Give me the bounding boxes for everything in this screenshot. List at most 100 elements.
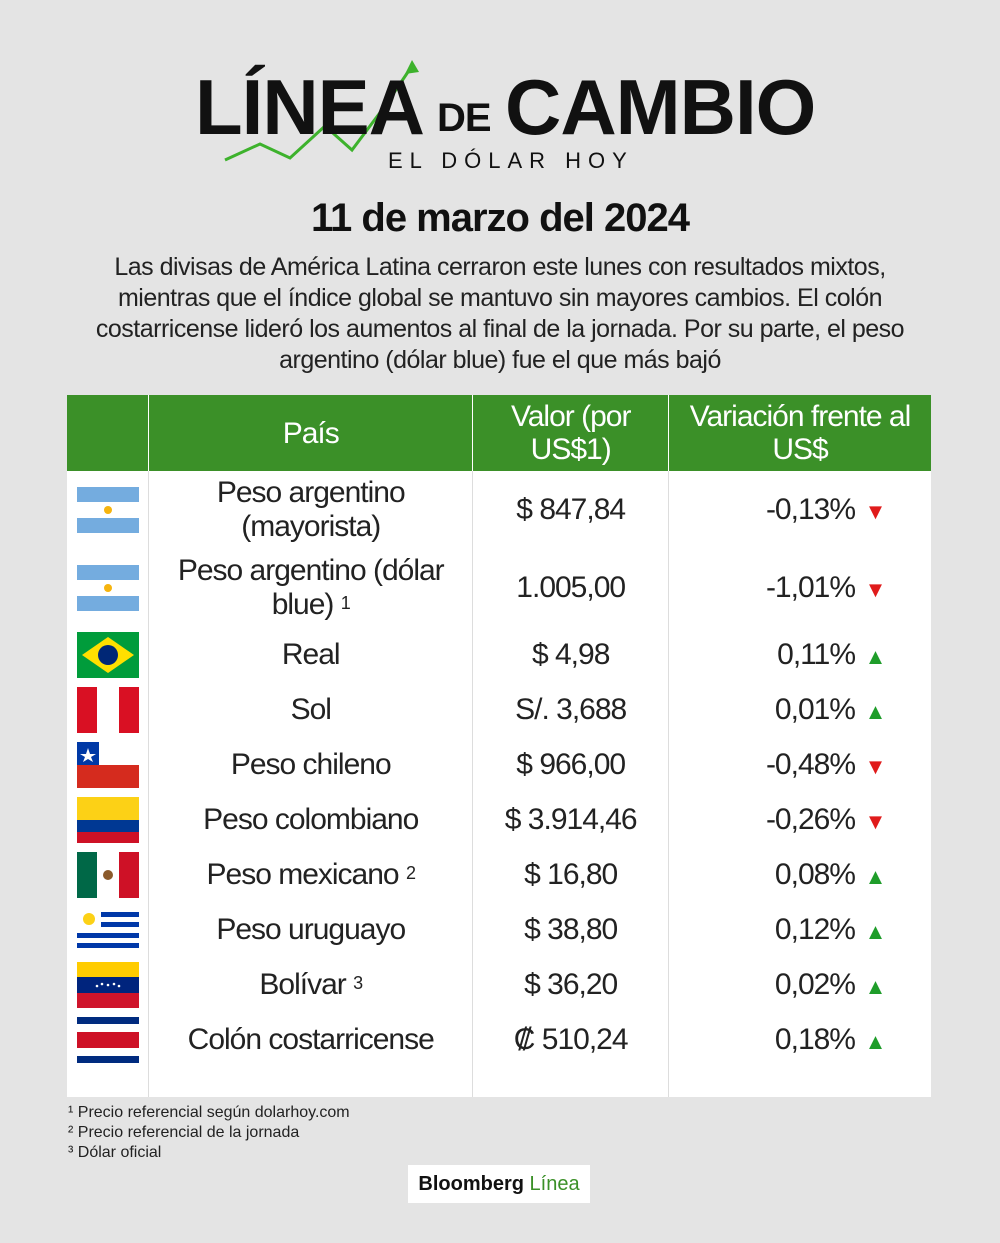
logo-word-de: DE	[437, 96, 492, 140]
table-row: Real $ 4,98 0,11% ▲	[67, 627, 931, 682]
logo-word-cambio: CAMBIO	[505, 63, 816, 151]
arrow-down-icon: ▼	[864, 499, 887, 524]
currency-name: Peso colombiano	[203, 802, 419, 836]
flag-cell	[67, 957, 149, 1012]
arrow-down-icon: ▼	[864, 577, 887, 602]
report-date: 11 de marzo del 2024	[310, 196, 690, 240]
uruguay-flag	[67, 906, 148, 953]
brand-main: Bloomberg	[418, 1173, 524, 1195]
flag-cell	[67, 471, 149, 549]
variation-value: 0,11%	[777, 637, 856, 671]
table-row: Bolívar 3 $ 36,20 0,02% ▲	[67, 957, 931, 1012]
arrow-down-icon: ▼	[864, 808, 887, 834]
currency-value: $ 4,98	[472, 627, 669, 682]
flag-column-header	[67, 395, 149, 471]
table-row: Peso argentino (mayorista) $ 847,84 -0,13…	[67, 471, 931, 549]
flag-cell	[67, 549, 149, 627]
variation-cell: 0,18% ▲	[668, 1012, 931, 1067]
table-row: Peso uruguayo $ 38,80 0,12% ▲	[67, 902, 931, 957]
arrow-up-icon: ▲	[864, 643, 887, 669]
header: LÍNEA DE CAMBIO EL DÓLAR HOY	[0, 0, 1000, 190]
currency-name-cell: Peso mexicano 2	[148, 847, 473, 902]
footnote-marker: 2	[405, 862, 416, 883]
filler-cell	[472, 1067, 669, 1097]
currency-value: ₡ 510,24	[472, 1012, 669, 1067]
currency-name-cell: Real	[148, 627, 473, 682]
footnote-marker: 3	[353, 972, 363, 993]
flag-cell	[67, 627, 149, 682]
variation-value: 0,02%	[774, 967, 856, 1001]
variation-value: -1,01%	[765, 571, 856, 604]
arrow-up-icon: ▲	[864, 1028, 887, 1054]
currency-value: $ 16,80	[472, 847, 669, 902]
variation-cell: -0,48% ▼	[668, 737, 931, 792]
currency-name-cell: Peso colombiano	[148, 792, 473, 847]
variation-value: -0,26%	[765, 802, 856, 836]
table-body: Peso argentino (mayorista) $ 847,84 -0,13…	[67, 471, 931, 1097]
variation-cell: 0,08% ▲	[668, 847, 931, 902]
arrow-up-icon: ▲	[864, 698, 887, 724]
brazil-flag	[67, 631, 148, 678]
bloomberg-linea-logo: Bloomberg Línea	[408, 1165, 590, 1203]
currency-name: Peso argentino (mayorista)	[216, 476, 406, 543]
table-row: Peso colombiano $ 3.914,46 -0,26% ▼	[67, 792, 931, 847]
variation-cell: -0,13% ▼	[668, 471, 931, 549]
currency-name-cell: Peso argentino (dólar blue) 1	[148, 549, 473, 627]
table-row: Colón costarricense ₡ 510,24 0,18% ▲	[67, 1012, 931, 1067]
flag-cell	[67, 792, 149, 847]
flag-cell	[67, 1012, 149, 1067]
arrow-down-icon: ▼	[864, 753, 887, 779]
currency-name-cell: Colón costarricense	[148, 1012, 473, 1067]
table-row: Sol S/. 3,688 0,01% ▲	[67, 682, 931, 737]
variation-cell: 0,11% ▲	[668, 627, 931, 682]
currency-name: Peso uruguayo	[216, 912, 406, 946]
logo-word-linea: LÍNEA	[195, 63, 425, 151]
currency-value: S/. 3,688	[472, 682, 669, 737]
currency-name: Peso chileno	[230, 747, 392, 781]
currency-name: Bolívar	[259, 967, 346, 1001]
footnote-3: ³ Dólar oficial	[68, 1144, 162, 1161]
currency-name-cell: Peso chileno	[148, 737, 473, 792]
currency-value: $ 36,20	[472, 957, 669, 1012]
currency-table: País Valor (por US$1) Variación frente a…	[67, 395, 931, 1097]
variation-value: 0,01%	[774, 692, 856, 726]
peru-flag	[67, 686, 148, 733]
currency-name: Sol	[290, 692, 332, 726]
currency-value: $ 38,80	[472, 902, 669, 957]
intro-paragraph: Las divisas de América Latina cerraron e…	[95, 253, 905, 374]
currency-value: $ 847,84	[472, 471, 669, 549]
currency-name: Real	[281, 637, 341, 671]
venezuela-flag	[67, 961, 148, 1008]
table-row: Peso mexicano 2 $ 16,80 0,08% ▲	[67, 847, 931, 902]
flag-cell	[67, 682, 149, 737]
arrow-up-icon: ▲	[864, 973, 887, 999]
arrow-up-icon: ▲	[864, 863, 887, 889]
chile-flag	[67, 741, 148, 788]
flag-cell	[67, 847, 149, 902]
trend-line-icon	[224, 60, 419, 162]
table-row: Peso argentino (dólar blue) 1 1.005,00 -1,…	[67, 549, 931, 627]
currency-value: $ 966,00	[472, 737, 669, 792]
argentina-flag	[67, 487, 148, 533]
linea-de-cambio-logo: LÍNEA DE CAMBIO EL DÓLAR HOY	[130, 52, 870, 192]
colombia-flag	[67, 796, 148, 843]
variation-value: 0,08%	[774, 857, 856, 891]
variation-cell: -0,26% ▼	[668, 792, 931, 847]
brand-accent: Línea	[529, 1173, 580, 1195]
currency-name: Colón costarricense	[187, 1022, 435, 1056]
filler-cell	[668, 1067, 931, 1097]
flag-cell	[67, 737, 149, 792]
variation-cell: 0,01% ▲	[668, 682, 931, 737]
footnotes: ¹ Precio referencial según dolarhoy.com …	[68, 1103, 350, 1163]
table-row: Peso chileno $ 966,00 -0,48% ▼	[67, 737, 931, 792]
currency-name-cell: Peso argentino (mayorista)	[148, 471, 473, 549]
variation-value: 0,18%	[774, 1022, 856, 1056]
variation-value: 0,12%	[774, 912, 856, 946]
variation-cell: 0,02% ▲	[668, 957, 931, 1012]
logo-subtitle: EL DÓLAR HOY	[388, 148, 634, 173]
currency-name-cell: Sol	[148, 682, 473, 737]
filler-cell	[148, 1067, 473, 1097]
country-column-header: País	[148, 395, 473, 471]
currency-value: $ 3.914,46	[472, 792, 669, 847]
table-header-row: País Valor (por US$1) Variación frente a…	[67, 395, 931, 471]
